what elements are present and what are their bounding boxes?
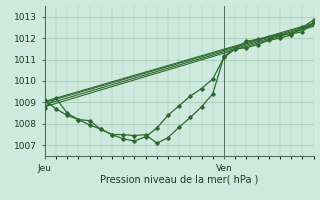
X-axis label: Pression niveau de la mer( hPa ): Pression niveau de la mer( hPa ) (100, 174, 258, 184)
